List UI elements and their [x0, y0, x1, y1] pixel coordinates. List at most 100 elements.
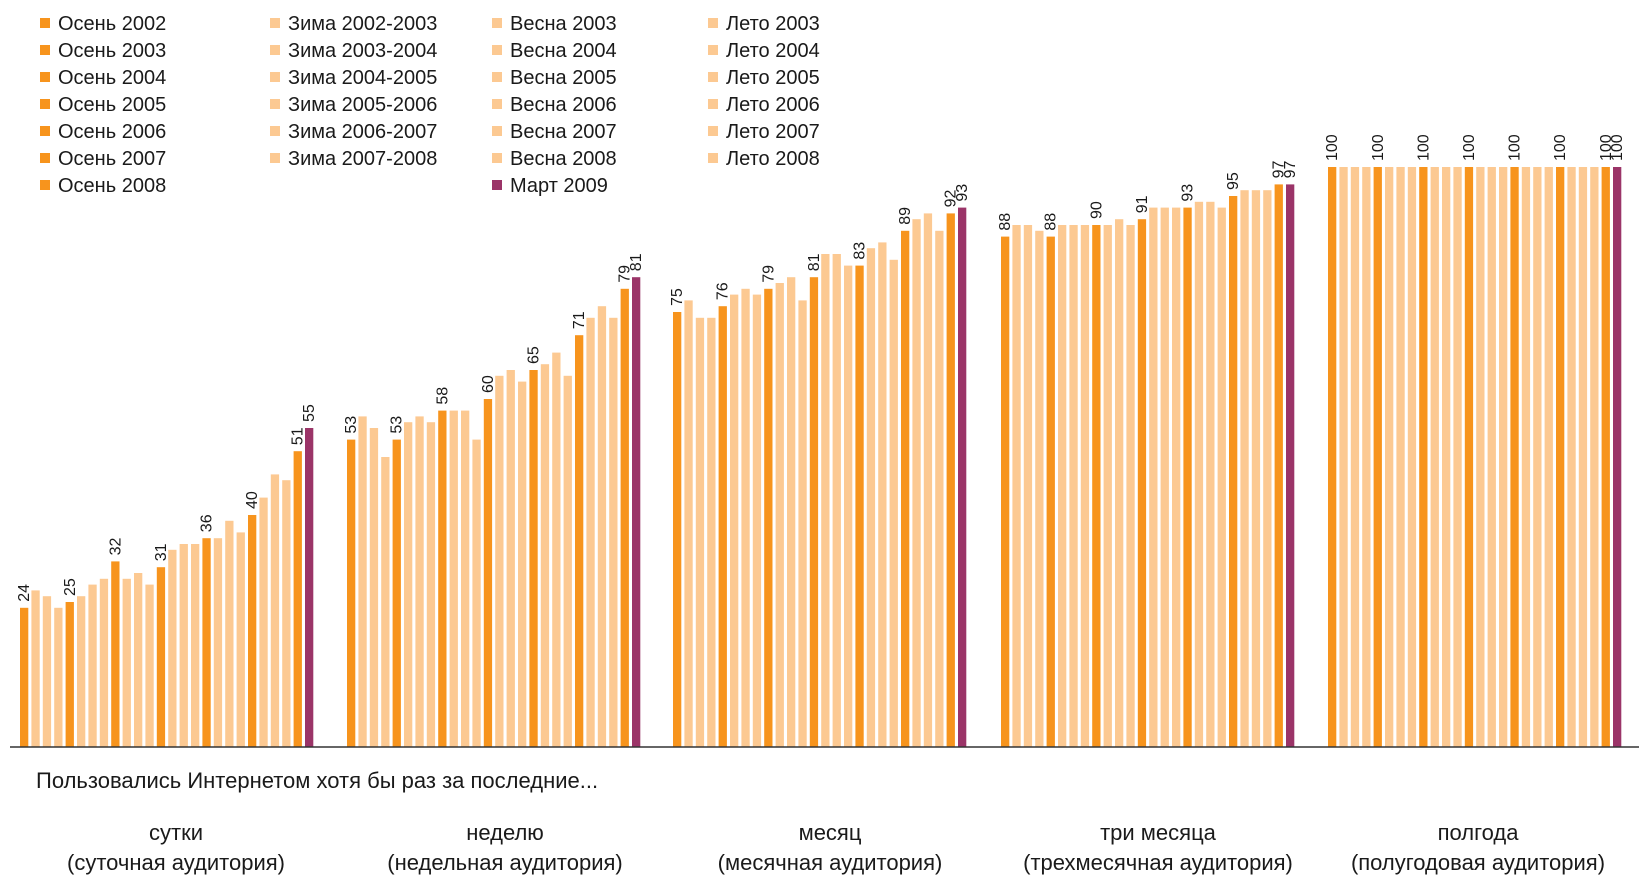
bar — [122, 578, 131, 747]
bar — [741, 288, 750, 747]
bar — [20, 607, 29, 747]
bar-value-label: 92 — [943, 190, 960, 208]
bar — [529, 370, 538, 747]
bar-value-label: 100 — [1324, 134, 1341, 161]
bar — [563, 375, 572, 747]
bar — [1069, 225, 1078, 747]
legend-item: Зима 2004-2005 — [270, 66, 437, 90]
group-label: полгода (полугодовая аудитория) — [1318, 818, 1638, 878]
bar — [438, 410, 447, 747]
bar — [506, 370, 515, 747]
bar — [764, 288, 773, 747]
bar — [787, 277, 796, 747]
legend-swatch — [708, 72, 718, 82]
legend-swatch — [40, 180, 50, 190]
bar-value-label: 51 — [290, 427, 307, 445]
bar — [586, 317, 595, 747]
group-label: сутки (суточная аудитория) — [16, 818, 336, 878]
bar-value-label: 100 — [1609, 134, 1626, 161]
legend-item: Лето 2003 — [708, 12, 820, 36]
bar — [483, 399, 493, 747]
bar — [1217, 207, 1226, 748]
bar — [1035, 230, 1044, 748]
bar — [673, 312, 682, 747]
legend-item: Осень 2008 — [40, 174, 166, 198]
bar — [270, 474, 280, 747]
legend-item: Лето 2005 — [708, 66, 820, 90]
bar — [1350, 167, 1360, 747]
bar-value-label: 100 — [1415, 134, 1432, 161]
bar — [597, 306, 607, 747]
bar — [145, 584, 154, 747]
legend-swatch — [40, 126, 50, 136]
bar — [449, 410, 458, 747]
bar — [707, 317, 716, 747]
legend-item: Весна 2005 — [492, 66, 617, 90]
bar — [901, 230, 910, 748]
bar-value-label: 24 — [16, 584, 33, 602]
legend-item: Весна 2006 — [492, 93, 617, 117]
bar — [1521, 167, 1531, 747]
bar-value-label: 97 — [1271, 161, 1288, 179]
legend-item: Осень 2006 — [40, 120, 166, 144]
bar-value-label: 83 — [852, 242, 869, 260]
bar-value-label: 58 — [434, 387, 451, 405]
bar-value-label: 53 — [343, 416, 360, 434]
bar-value-label: 89 — [897, 207, 914, 225]
legend-item: Март 2009 — [492, 174, 608, 198]
bar — [1590, 167, 1599, 747]
legend-item: Зима 2005-2006 — [270, 93, 437, 117]
legend-swatch — [40, 72, 50, 82]
bar — [259, 497, 268, 747]
bar — [1396, 167, 1405, 747]
bar — [552, 352, 561, 747]
bar-value-label: 100 — [1598, 134, 1615, 161]
legend-label: Осень 2002 — [58, 13, 167, 35]
bar — [1092, 225, 1101, 747]
legend-item: Осень 2007 — [40, 147, 166, 171]
legend-label: Лето 2006 — [726, 94, 820, 116]
bar — [225, 520, 234, 747]
bar — [1263, 190, 1272, 747]
bar — [752, 294, 762, 747]
bars-layer — [20, 167, 1622, 748]
bar — [1001, 236, 1010, 747]
bar — [798, 300, 807, 747]
bar — [832, 254, 841, 747]
group-subtitle: (полугодовая аудитория) — [1350, 850, 1606, 875]
bar — [179, 544, 188, 747]
bar — [248, 515, 257, 747]
bar-value-label: 79 — [760, 265, 777, 283]
legend-item: Лето 2008 — [708, 147, 820, 171]
bar — [42, 596, 52, 747]
bar-value-label: 60 — [480, 375, 497, 393]
bar — [392, 439, 401, 747]
group-name: сутки — [149, 820, 203, 845]
bar — [134, 573, 143, 747]
bar — [1240, 190, 1249, 747]
bar-value-label: 53 — [389, 416, 406, 434]
group-subtitle: (недельная аудитория) — [387, 850, 623, 875]
bar-value-label: 88 — [1043, 213, 1060, 231]
legend-label: Весна 2007 — [510, 121, 617, 143]
bar-value-label: 31 — [153, 543, 170, 561]
bar-value-label: 79 — [617, 265, 634, 283]
bar-value-label: 25 — [62, 578, 79, 596]
bar — [684, 300, 693, 747]
legend-swatch — [270, 153, 280, 163]
bar — [1058, 225, 1067, 747]
group-name: полгода — [1437, 820, 1519, 845]
legend-swatch — [708, 18, 718, 28]
bar — [415, 416, 424, 747]
legend-swatch — [492, 99, 502, 109]
legend-swatch — [492, 126, 502, 136]
bar — [111, 561, 120, 747]
bar — [575, 335, 584, 747]
bar-value-label: 36 — [199, 514, 216, 532]
bar — [1137, 219, 1147, 747]
bar — [1476, 167, 1485, 747]
group-subtitle: (трехмесячная аудитория) — [1023, 850, 1293, 875]
group-name: месяц — [798, 820, 862, 845]
bar — [1160, 207, 1169, 748]
